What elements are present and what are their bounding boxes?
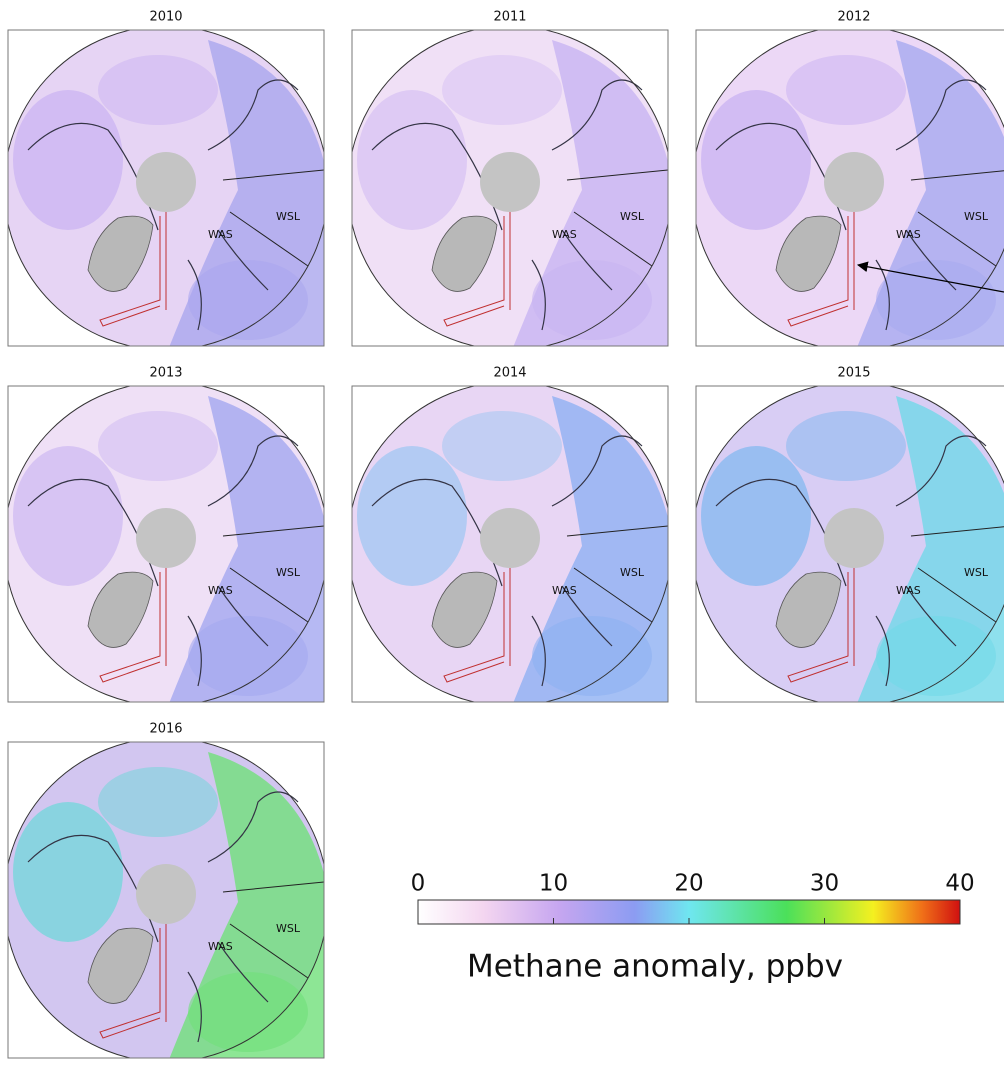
pole-mask [136, 508, 196, 568]
region-label: WAS [552, 584, 577, 597]
region-label: WSL [620, 566, 645, 579]
anomaly-patch [357, 90, 467, 230]
anomaly-patch [98, 767, 218, 837]
panel-title: 2013 [149, 366, 182, 381]
map-body: WAS WSL [692, 26, 1004, 350]
colorbar-tick-label: 30 [810, 871, 839, 897]
map-panel: 2016 WAS WSL [4, 722, 328, 1063]
region-label: WAS [552, 228, 577, 241]
colorbar-tick-label: 40 [945, 871, 974, 897]
map-panel: 2012 WAS WSL [692, 10, 1004, 351]
region-label: WSL [964, 566, 989, 579]
map-body: WAS WSL [348, 26, 672, 350]
panel-title: 2015 [837, 366, 870, 381]
pole-mask [480, 508, 540, 568]
map-panel: 2013 WAS WSL [4, 366, 328, 707]
anomaly-patch [786, 55, 906, 125]
region-label: WSL [276, 566, 301, 579]
pole-mask [480, 152, 540, 212]
colorbar-tick-label: 10 [539, 871, 568, 897]
pole-mask [824, 152, 884, 212]
pole-mask [824, 508, 884, 568]
region-label: WSL [964, 210, 989, 223]
colorbar-label: Methane anomaly, ppbv [467, 949, 843, 985]
anomaly-patch [701, 90, 811, 230]
panel-title: 2011 [493, 10, 526, 25]
region-label: WAS [208, 228, 233, 241]
panel-title: 2012 [837, 10, 870, 25]
pole-mask [136, 152, 196, 212]
anomaly-patch [701, 446, 811, 586]
panel-title: 2016 [149, 722, 182, 737]
panel-title: 2010 [149, 10, 182, 25]
region-label: WAS [208, 940, 233, 953]
anomaly-patch [13, 802, 123, 942]
region-label: WSL [276, 210, 301, 223]
colorbar-tick-label: 20 [674, 871, 703, 897]
colorbar: Methane anomaly, ppbv 0 10 20 30 40 [411, 871, 975, 985]
map-panel: 2010 WAS WSL [4, 10, 328, 351]
region-label: WAS [896, 228, 921, 241]
pole-mask [136, 864, 196, 924]
anomaly-patch [13, 90, 123, 230]
map-body: WAS WSL [348, 382, 672, 706]
region-label: WSL [620, 210, 645, 223]
anomaly-patch [442, 411, 562, 481]
map-body: WAS WSL [4, 382, 328, 706]
region-label: WAS [896, 584, 921, 597]
colorbar-tick-label: 0 [411, 871, 426, 897]
panel-title: 2014 [493, 366, 526, 381]
map-body: WAS WSL [692, 382, 1004, 706]
anomaly-patch [98, 55, 218, 125]
map-panel: 2015 WAS WSL [692, 366, 1004, 707]
anomaly-patch [786, 411, 906, 481]
map-body: WAS WSL [4, 738, 328, 1062]
anomaly-patch [357, 446, 467, 586]
anomaly-patch [442, 55, 562, 125]
anomaly-patch [98, 411, 218, 481]
map-body: WAS WSL [4, 26, 328, 350]
map-panel: 2011 WAS WSL [348, 10, 672, 351]
region-label: WAS [208, 584, 233, 597]
figure: 2010WASWSL2011WASWSL2012WASWSL2013WASWSL… [0, 0, 1004, 1065]
region-label: WSL [276, 922, 301, 935]
map-panel: 2014 WAS WSL [348, 366, 672, 707]
anomaly-patch [13, 446, 123, 586]
